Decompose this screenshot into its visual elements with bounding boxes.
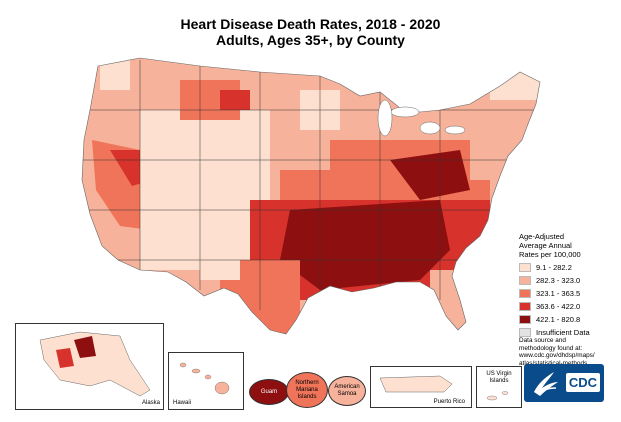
legend-item: 363.6 - 422.0 <box>519 302 619 311</box>
american-samoa-line-2: Samoa <box>337 391 357 397</box>
northern-mariana-line-3: Islands <box>297 393 317 400</box>
legend-swatch-4 <box>519 302 531 311</box>
virgin-islands-inset: US Virgin Islands <box>476 366 522 408</box>
virgin-islands-shape <box>486 391 509 401</box>
legend-title-line-2: Average Annual <box>519 241 572 250</box>
data-source-note: Data source and methodology found at: ww… <box>519 337 595 367</box>
cdc-logo: CDC <box>524 364 604 402</box>
legend-item: 422.1 - 820.8 <box>519 315 619 324</box>
legend-title-line-3: Rates per 100,000 <box>519 250 581 259</box>
source-line-4: atlas/statistical-methods <box>519 360 595 368</box>
legend-swatch-2 <box>519 276 531 285</box>
puerto-rico-shape <box>379 375 453 393</box>
legend-label-5: 422.1 - 820.8 <box>536 315 581 324</box>
guam-label: Guam <box>260 388 278 395</box>
legend-swatch-1 <box>519 263 531 272</box>
puerto-rico-inset: Puerto Rico <box>370 366 472 408</box>
legend-item: Insufficient Data <box>519 328 619 337</box>
title-line-2: Adults, Ages 35+, by County <box>216 32 405 48</box>
legend-title-line-1: Age-Adjusted <box>519 232 565 241</box>
legend-swatch-3 <box>519 289 531 298</box>
source-line-1: Data source and <box>519 337 566 344</box>
legend-label-3: 323.1 - 363.5 <box>536 289 581 298</box>
virgin-islands-line-1: US Virgin <box>486 371 512 377</box>
source-line-3: www.cdc.gov/dhdsp/maps/ <box>519 352 595 360</box>
virgin-islands-line-2: Islands <box>489 378 509 384</box>
guam-oval: Guam <box>249 379 289 405</box>
american-samoa-oval: American Samoa <box>328 376 366 406</box>
legend-item: 9.1 - 282.2 <box>519 263 619 272</box>
northern-mariana-line-1: Northern <box>295 379 319 386</box>
map-title: Heart Disease Death Rates, 2018 - 2020 A… <box>0 16 621 48</box>
hawaii-shape <box>179 362 230 395</box>
virgin-islands-label: US Virgin Islands <box>481 371 517 385</box>
legend-label-4: 363.6 - 422.0 <box>536 302 581 311</box>
puerto-rico-label: Puerto Rico <box>433 399 465 405</box>
alaska-shape <box>39 331 151 397</box>
legend-label-6: Insufficient Data <box>536 328 590 337</box>
cdc-logo-text: CDC <box>566 373 600 392</box>
legend-label-2: 282.3 - 323.0 <box>536 276 581 285</box>
american-samoa-line-1: American <box>334 384 360 390</box>
alaska-inset: Alaska <box>15 323 164 410</box>
hawaii-inset: Hawaii <box>168 352 244 410</box>
northern-mariana-oval: Northern Mariana Islands <box>286 372 328 408</box>
alaska-label: Alaska <box>141 400 160 406</box>
hhs-eagle-icon <box>534 372 558 396</box>
legend-swatch-6 <box>519 328 531 337</box>
legend-swatch-5 <box>519 315 531 324</box>
title-line-1: Heart Disease Death Rates, 2018 - 2020 <box>180 16 441 32</box>
legend-item: 323.1 - 363.5 <box>519 289 619 298</box>
legend-label-1: 9.1 - 282.2 <box>536 263 572 272</box>
legend-item: 282.3 - 323.0 <box>519 276 619 285</box>
hawaii-label: Hawaii <box>173 400 192 406</box>
northern-mariana-line-2: Mariana <box>296 386 318 393</box>
legend: Age-Adjusted Average Annual Rates per 10… <box>519 232 619 337</box>
legend-title: Age-Adjusted Average Annual Rates per 10… <box>519 232 619 259</box>
source-line-2: methodology found at: <box>519 344 583 352</box>
